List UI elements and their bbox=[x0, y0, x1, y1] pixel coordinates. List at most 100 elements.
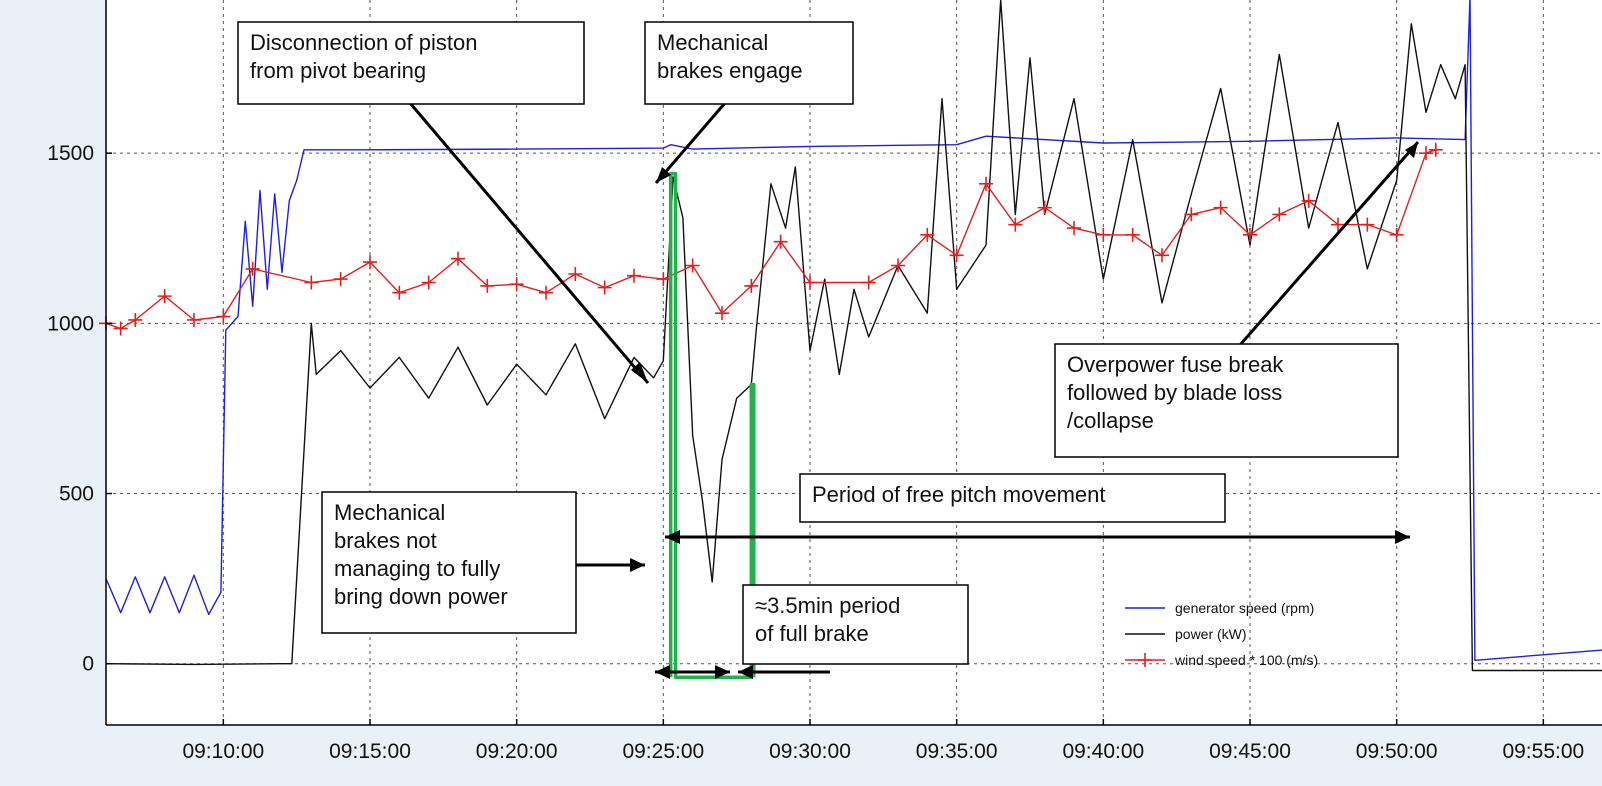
legend: generator speed (rpm) power (kW) wind spee… bbox=[1125, 600, 1318, 668]
wind-marker bbox=[1008, 217, 1023, 232]
wind-marker bbox=[216, 309, 231, 324]
legend-label: wind speed * 100 (m/s) bbox=[1174, 652, 1318, 668]
wind-marker bbox=[1243, 227, 1257, 242]
wind-marker bbox=[392, 285, 407, 300]
wind-marker bbox=[773, 234, 788, 249]
wind-marker bbox=[1213, 200, 1228, 215]
wind-marker bbox=[979, 176, 993, 191]
arrow-brakes-engage bbox=[654, 102, 727, 184]
annotation-text: brakes engage bbox=[657, 58, 803, 83]
series-line-1 bbox=[105, 0, 1602, 672]
annotation-text: Mechanical bbox=[334, 500, 445, 525]
wind-marker bbox=[113, 321, 128, 336]
arrowhead-full-brake-right bbox=[715, 665, 730, 679]
wind-marker bbox=[1096, 227, 1111, 242]
wind-marker bbox=[421, 275, 436, 290]
annotation-text: managing to fully bbox=[334, 556, 500, 581]
wind-marker bbox=[1428, 142, 1443, 157]
annotation-text: followed by blade loss bbox=[1067, 380, 1282, 405]
annotation-box bbox=[799, 473, 1226, 523]
annotation-arrows bbox=[408, 102, 1420, 679]
series-line-2 bbox=[105, 149, 1437, 330]
y-tick-label: 500 bbox=[59, 483, 94, 506]
wind-marker bbox=[920, 227, 935, 242]
wind-marker bbox=[187, 312, 201, 327]
annotation-box bbox=[321, 491, 577, 634]
wind-marker bbox=[157, 289, 172, 304]
wind-marker bbox=[1184, 207, 1199, 222]
wind-marker bbox=[1301, 193, 1316, 208]
annotation-text: from pivot bearing bbox=[250, 58, 426, 83]
axis-labels: 09:10:00 09:15:00 09:20:00 09:25:00 09:30:00… bbox=[47, 142, 1584, 763]
wind-marker bbox=[509, 277, 524, 292]
wind-marker bbox=[333, 272, 348, 287]
wind-marker bbox=[245, 261, 260, 276]
arrowhead-full-brake-pointer bbox=[738, 665, 753, 679]
wind-marker bbox=[891, 258, 905, 273]
wind-marker bbox=[363, 255, 377, 270]
wind-marker bbox=[627, 268, 641, 283]
x-tick-label: 09:20:00 bbox=[476, 740, 558, 763]
x-tick-label: 09:10:00 bbox=[182, 740, 264, 763]
annotation-box bbox=[742, 584, 969, 665]
wind-marker bbox=[1360, 217, 1375, 232]
wind-marker bbox=[451, 251, 465, 266]
wind-marker bbox=[685, 258, 700, 273]
arrowhead-full-brake-left bbox=[655, 665, 670, 679]
wind-marker bbox=[949, 248, 964, 263]
annotation-text: Overpower fuse break bbox=[1067, 352, 1284, 377]
wind-marker bbox=[1419, 146, 1433, 161]
wind-marker bbox=[803, 275, 817, 290]
brake-period-markers bbox=[668, 171, 756, 680]
arrowhead-overpower bbox=[1405, 142, 1418, 158]
x-tick-label: 09:35:00 bbox=[916, 740, 998, 763]
wind-marker bbox=[1125, 227, 1140, 242]
arrowhead-disconnection bbox=[631, 362, 648, 383]
annotation-text: Disconnection of piston bbox=[250, 30, 477, 55]
wind-marker bbox=[1037, 200, 1052, 215]
wind-marker bbox=[304, 275, 319, 290]
wind-marker bbox=[539, 285, 553, 300]
wind-marker bbox=[597, 280, 612, 295]
arrowhead-free-pitch-right bbox=[1395, 530, 1410, 544]
arrow-overpower bbox=[1238, 141, 1420, 346]
annotation-boxes: Disconnection of piston from pivot bearin… bbox=[237, 21, 1399, 665]
wind-marker bbox=[861, 275, 876, 290]
wind-marker bbox=[128, 312, 143, 327]
annotation-text: Period of free pitch movement bbox=[812, 482, 1105, 507]
annotation-text: Mechanical bbox=[657, 30, 768, 55]
annotation-text: ≈3.5min period bbox=[755, 593, 900, 618]
y-tick-label: 0 bbox=[82, 653, 94, 676]
y-tick-label: 1000 bbox=[47, 312, 94, 335]
legend-label: generator speed (rpm) bbox=[1175, 600, 1314, 616]
arrowhead-brakes-engage bbox=[656, 167, 671, 183]
annotation-text: of full brake bbox=[755, 621, 869, 646]
arrowhead-free-pitch-left bbox=[665, 530, 680, 544]
wind-marker bbox=[568, 267, 583, 282]
arrowhead-not-managing bbox=[630, 558, 645, 572]
series-line-0 bbox=[105, 0, 1602, 661]
x-tick-label: 09:40:00 bbox=[1062, 740, 1144, 763]
x-tick-label: 09:30:00 bbox=[769, 740, 851, 763]
wind-marker bbox=[656, 272, 671, 287]
wind-marker bbox=[744, 278, 759, 293]
y-tick-label: 1500 bbox=[47, 142, 94, 165]
legend-label: power (kW) bbox=[1175, 626, 1247, 642]
wind-marker bbox=[1389, 227, 1404, 242]
x-tick-label: 09:15:00 bbox=[329, 740, 411, 763]
wind-marker bbox=[715, 306, 729, 321]
wind-marker bbox=[1067, 221, 1081, 236]
legend-marker bbox=[1138, 653, 1152, 667]
annotation-box bbox=[237, 21, 585, 105]
arrow-disconnection bbox=[408, 102, 650, 384]
wind-marker bbox=[1331, 217, 1345, 232]
wind-marker bbox=[1272, 207, 1287, 222]
x-tick-label: 09:25:00 bbox=[622, 740, 704, 763]
annotation-text: brakes not bbox=[334, 528, 437, 553]
series-layer bbox=[99, 0, 1602, 680]
x-tick-label: 09:55:00 bbox=[1502, 740, 1584, 763]
x-tick-label: 09:45:00 bbox=[1209, 740, 1291, 763]
annotation-box bbox=[644, 21, 854, 105]
wind-marker bbox=[480, 278, 495, 293]
